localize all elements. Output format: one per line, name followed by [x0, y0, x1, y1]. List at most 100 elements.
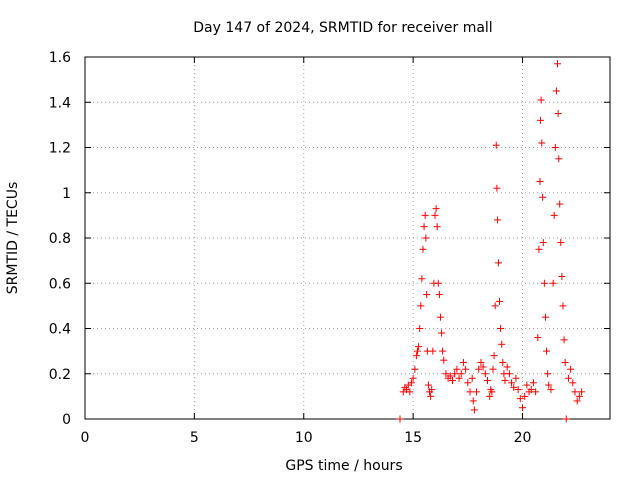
data-point — [501, 377, 509, 385]
data-point — [543, 347, 551, 355]
data-point — [523, 381, 531, 389]
data-point — [535, 245, 543, 253]
data-point — [429, 347, 437, 355]
data-point — [432, 205, 440, 213]
data-point — [459, 358, 467, 366]
data-point — [481, 370, 489, 378]
y-tick-label: 1 — [62, 186, 71, 202]
data-point — [416, 325, 424, 332]
data-point — [499, 358, 507, 366]
data-point — [557, 239, 565, 247]
data-point — [527, 386, 535, 394]
y-tick-label: 0.6 — [49, 276, 71, 292]
x-tick-label: 5 — [190, 430, 199, 446]
data-point — [442, 370, 450, 378]
data-point — [510, 383, 518, 391]
data-point — [396, 415, 404, 423]
data-point — [433, 223, 441, 231]
data-point — [420, 223, 428, 231]
data-point — [503, 363, 511, 371]
data-point — [434, 279, 442, 287]
grid-lines — [85, 57, 610, 419]
data-point — [436, 313, 444, 321]
data-point — [411, 365, 419, 373]
y-tick-label: 1.6 — [49, 50, 71, 66]
y-tick-label: 0.2 — [49, 367, 71, 383]
data-point — [578, 388, 586, 396]
x-tick-label: 15 — [404, 430, 422, 446]
data-point — [559, 302, 567, 310]
data-point — [475, 365, 483, 373]
data-point — [494, 259, 502, 267]
data-point — [431, 211, 439, 219]
x-tick-labels: 0 5 10 15 20 — [81, 430, 532, 446]
data-point — [562, 415, 570, 423]
y-tick-label: 0.8 — [49, 231, 71, 247]
data-point — [417, 302, 425, 310]
data-point — [539, 239, 547, 247]
data-point — [407, 379, 415, 387]
data-point — [492, 141, 500, 149]
data-point — [575, 392, 583, 400]
data-point — [512, 374, 520, 382]
data-point — [489, 365, 497, 373]
y-tick-label: 0 — [62, 412, 71, 428]
x-tick-label: 20 — [514, 430, 532, 446]
data-point — [536, 177, 544, 185]
data-point — [541, 313, 549, 321]
data-point — [491, 302, 499, 310]
y-tick-labels: 0 0.2 0.4 0.6 0.8 1 1.2 1.4 1.6 — [49, 50, 71, 428]
data-point — [427, 392, 435, 400]
data-point — [497, 325, 505, 332]
data-point — [498, 340, 506, 348]
data-point — [573, 397, 581, 405]
data-point — [486, 392, 494, 400]
data-point — [412, 352, 420, 360]
data-point — [545, 381, 553, 389]
data-point — [564, 374, 572, 382]
data-point — [484, 377, 491, 385]
data-point — [457, 370, 465, 378]
data-point — [554, 60, 561, 68]
data-point — [423, 291, 431, 299]
data-point — [469, 397, 477, 405]
data-point — [505, 370, 513, 378]
data-point — [536, 116, 544, 124]
data-point — [488, 388, 496, 396]
data-point — [514, 386, 522, 394]
data-point — [421, 211, 429, 219]
data-point — [464, 379, 472, 387]
data-point — [466, 388, 474, 396]
data-point — [555, 155, 563, 163]
data-point — [521, 392, 529, 400]
x-tick-label: 10 — [295, 430, 313, 446]
y-axis-label: SRMTID / TECUs — [5, 182, 21, 295]
data-point — [453, 365, 461, 373]
data-point — [415, 343, 423, 351]
data-point — [440, 356, 448, 364]
data-point — [406, 388, 414, 396]
data-point — [540, 279, 548, 287]
data-point — [537, 96, 545, 104]
data-point — [451, 370, 459, 378]
data-point — [422, 234, 430, 242]
data-point — [470, 406, 478, 414]
data-point — [547, 386, 555, 394]
data-point — [462, 365, 470, 373]
data-point — [567, 365, 575, 373]
data-point — [438, 329, 446, 337]
data-point — [554, 110, 562, 118]
data-point — [418, 275, 426, 283]
data-point — [493, 184, 501, 192]
data-point — [494, 216, 502, 224]
data-point — [539, 193, 547, 201]
data-point — [479, 363, 487, 371]
data-point — [551, 144, 559, 151]
data-point — [477, 358, 485, 366]
data-point — [544, 370, 552, 378]
data-point — [516, 395, 524, 403]
data-point — [496, 297, 504, 305]
data-point — [428, 386, 436, 394]
data-points — [396, 60, 586, 423]
